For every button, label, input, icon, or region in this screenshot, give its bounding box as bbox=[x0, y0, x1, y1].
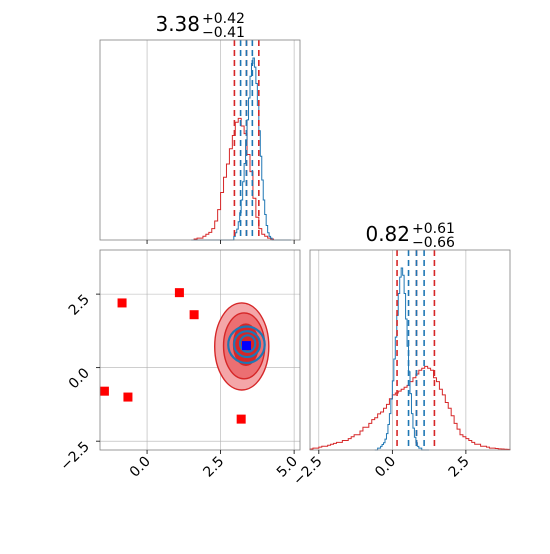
red-marker bbox=[189, 310, 199, 320]
title-param2-main: 0.82 bbox=[365, 222, 410, 246]
red-marker bbox=[123, 392, 133, 402]
red-marker bbox=[236, 414, 246, 424]
title-param1-minus: −0.41 bbox=[202, 25, 245, 41]
joint-panel bbox=[99, 249, 301, 451]
title-param1-plus: +0.42 bbox=[202, 11, 245, 27]
red-marker bbox=[100, 386, 109, 396]
hist-param2-blue-series bbox=[374, 267, 430, 451]
hist-param1-panel: 3.38 +0.42 −0.41 bbox=[99, 11, 301, 241]
hist-param2-panel: 0.82 +0.61 −0.66 bbox=[309, 221, 511, 451]
joint-frame bbox=[99, 249, 301, 451]
title-param2-plus: +0.61 bbox=[412, 221, 455, 237]
hist-param2-red-series bbox=[309, 365, 511, 450]
red-marker bbox=[117, 298, 127, 308]
red-marker bbox=[174, 288, 184, 298]
blue-contour bbox=[233, 330, 262, 359]
blue-contour bbox=[227, 325, 266, 365]
blue-contour bbox=[238, 334, 257, 353]
hist-param2-frame bbox=[309, 249, 511, 451]
blue-marker bbox=[241, 341, 251, 351]
hist-param1-red-series bbox=[193, 117, 275, 240]
title-param2-minus: −0.66 bbox=[412, 235, 455, 251]
hist-param1-frame bbox=[99, 39, 301, 241]
title-param1-main: 3.38 bbox=[155, 12, 200, 36]
